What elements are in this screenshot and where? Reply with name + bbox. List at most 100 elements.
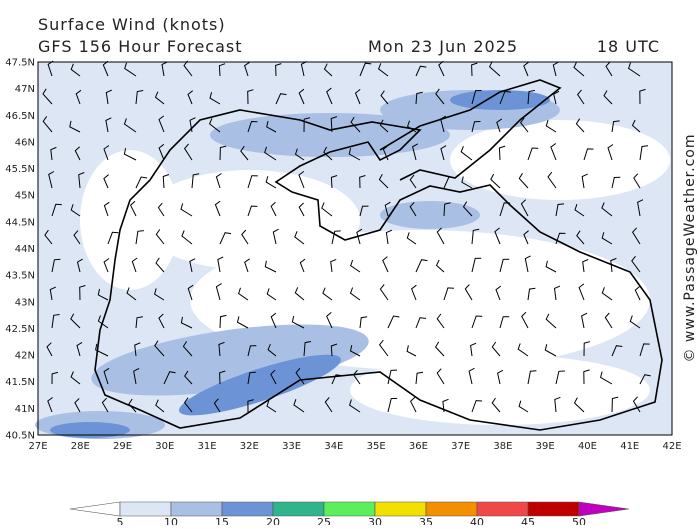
wind-barb <box>359 205 369 217</box>
wind-barb <box>42 88 53 105</box>
wind-barb <box>555 203 565 217</box>
wind-barb <box>219 232 232 245</box>
wind-barb <box>48 171 55 189</box>
wind-barb <box>244 61 250 77</box>
wind-barb <box>294 148 305 161</box>
wind-barb <box>266 288 277 301</box>
wind-barb <box>582 259 589 273</box>
coastline <box>94 109 663 431</box>
map-subtitle: GFS 156 Hour Forecast <box>38 37 243 56</box>
wind-barb <box>155 399 165 413</box>
wind-barb <box>103 174 109 189</box>
wind-barb <box>208 118 221 133</box>
wind-barb <box>629 315 641 329</box>
longitude-labels: 27E 28E 29E 30E 31E 32E 33E 34E 35E 36E 37E 38E 39E 4… <box>28 441 681 452</box>
wind-barb <box>70 313 81 329</box>
wind-barb <box>330 116 338 133</box>
wind-barb <box>523 61 529 77</box>
wind-barb <box>215 283 222 301</box>
wind-barb <box>326 312 333 329</box>
wind-barb <box>105 117 112 133</box>
wind-barb <box>555 370 565 385</box>
lon-label: 29E <box>113 441 132 452</box>
strong-wind-areas <box>50 90 550 438</box>
wind-barb <box>97 315 109 329</box>
wind-barb <box>46 342 53 357</box>
wind-barbs <box>42 60 651 413</box>
wind-barb <box>298 202 305 217</box>
colorbar-swatch <box>476 501 529 517</box>
wind-barb <box>330 175 338 189</box>
credit: © www.PassageWeather.com <box>682 133 698 362</box>
colorbar-swatch <box>170 501 223 517</box>
wind-barb <box>634 285 641 301</box>
wind-barb <box>410 284 417 301</box>
wind-barb <box>217 256 224 273</box>
wind-barb <box>632 396 641 413</box>
wind-barb <box>291 315 305 329</box>
wind-barb <box>468 367 475 385</box>
colorbar-label: 45 <box>521 516 535 525</box>
wind-barb <box>443 176 455 189</box>
colorbar: 5 10 15 20 25 30 35 40 45 50 <box>69 501 630 529</box>
lon-label: 35E <box>367 441 386 452</box>
wind-barb <box>545 313 557 329</box>
wind-barb <box>247 205 258 217</box>
wind-barb <box>348 148 361 161</box>
wind-barb <box>378 339 389 357</box>
wind-barb <box>518 400 529 413</box>
wind-barb <box>406 232 417 245</box>
wind-barb <box>349 287 361 301</box>
wind-barb <box>499 202 511 217</box>
wind-barb <box>639 145 649 161</box>
wind-barb <box>76 258 83 273</box>
wind-barb <box>385 229 393 245</box>
wind-barb <box>552 61 559 77</box>
lat-label: 46N <box>15 137 35 148</box>
wind-barb <box>494 227 501 245</box>
wind-barb <box>326 87 333 105</box>
colorbar-swatch <box>425 501 478 517</box>
lon-label: 34E <box>324 441 343 452</box>
wind-barb <box>321 202 333 217</box>
wind-barb <box>215 173 222 189</box>
wind-barb <box>631 255 641 273</box>
azov-coastline <box>379 79 562 181</box>
wind-barb <box>42 116 53 133</box>
lon-label: 41E <box>620 441 639 452</box>
wind-barb <box>611 120 620 133</box>
wind-barb <box>158 115 165 133</box>
wind-barb <box>470 342 477 357</box>
wind-barb <box>581 173 588 189</box>
wind-barb <box>218 63 226 77</box>
wind-barb <box>49 286 57 301</box>
wind-barb <box>135 316 143 329</box>
wind-barb <box>294 231 305 245</box>
wind-barb <box>435 259 445 273</box>
wind-barb <box>103 145 110 161</box>
wind-barb <box>387 397 398 413</box>
wind-barb <box>51 371 59 385</box>
wind-barb <box>547 171 557 189</box>
wind-barb <box>322 287 333 301</box>
forecast-date: Mon 23 Jun 2025 <box>368 37 518 56</box>
wind-barb <box>443 202 451 217</box>
wind-barb <box>350 259 361 273</box>
wind-barb <box>298 171 305 189</box>
lon-label: 31E <box>198 441 217 452</box>
wind-barb <box>352 369 361 385</box>
wind-barb <box>209 92 221 105</box>
wind-barb <box>379 119 389 133</box>
wind-barb <box>601 202 613 217</box>
wind-barb <box>462 201 473 217</box>
wind-barb <box>247 345 257 357</box>
wind-barb <box>527 287 536 301</box>
wind-barb <box>219 370 226 385</box>
wind-barb <box>103 258 110 273</box>
wind-barb <box>126 287 137 301</box>
lat-label: 42.5N <box>5 324 35 335</box>
wind-barb <box>488 61 501 77</box>
wind-barb <box>266 120 277 133</box>
wind-barb <box>158 143 165 161</box>
wind-barb <box>323 146 333 161</box>
